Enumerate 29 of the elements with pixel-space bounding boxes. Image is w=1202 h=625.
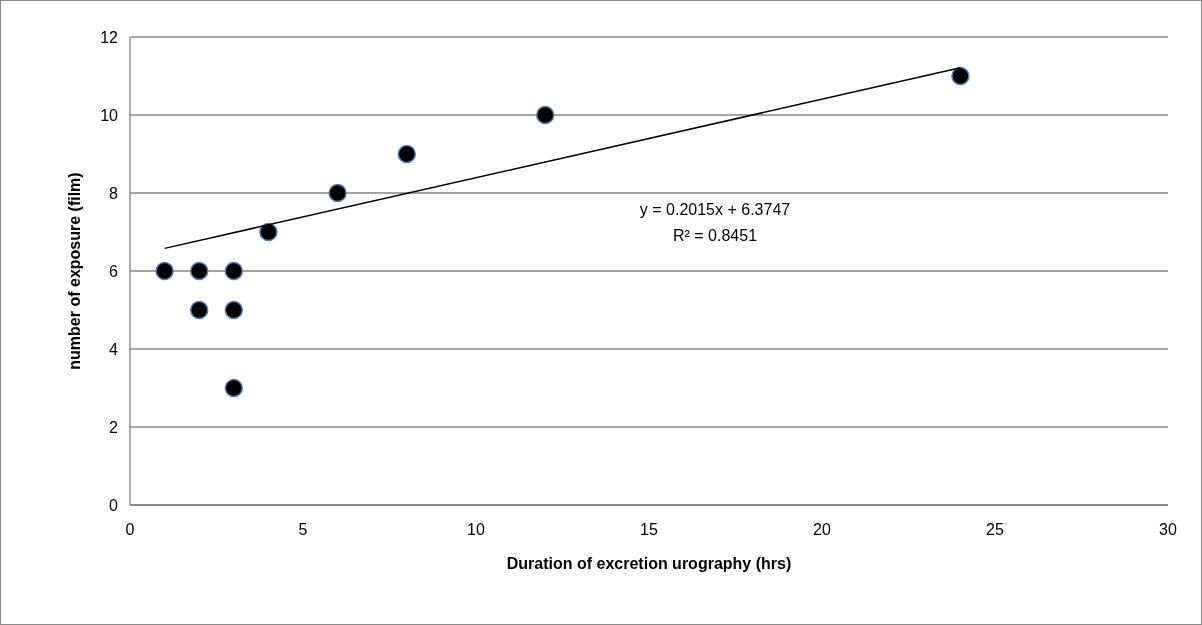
point — [397, 144, 417, 164]
x-tick-label: 20 — [813, 521, 831, 538]
y-tick-label: 12 — [100, 28, 119, 46]
y-tick-label: 10 — [100, 106, 119, 124]
point — [155, 261, 174, 281]
point — [224, 300, 244, 320]
y-tick-label: 4 — [109, 340, 119, 358]
point — [951, 66, 970, 86]
x-tick-label: 30 — [1159, 521, 1177, 538]
point — [259, 222, 278, 242]
point — [328, 183, 347, 203]
y-tick-label: 0 — [109, 496, 119, 514]
y-tick-label: 2 — [109, 418, 119, 436]
point — [189, 300, 209, 320]
y-tick-label: 8 — [109, 184, 119, 202]
y-tick-label: 6 — [109, 262, 119, 280]
point — [535, 105, 555, 125]
y-axis-title: number of exposure (film) — [66, 172, 83, 370]
x-tick-label: 10 — [467, 521, 485, 538]
x-tick-label: 0 — [125, 521, 135, 538]
point — [189, 261, 209, 281]
x-tick-label: 15 — [640, 521, 658, 538]
point — [224, 261, 244, 281]
x-tick-label: 25 — [986, 521, 1004, 538]
x-axis-title: Duration of excretion urography (hrs) — [506, 555, 792, 572]
annotation: y = 0.2015x + 6.3747 — [639, 201, 791, 218]
x-tick-label: 5 — [298, 521, 308, 538]
annotation: R² = 0.8451 — [672, 227, 758, 244]
point — [224, 378, 244, 398]
